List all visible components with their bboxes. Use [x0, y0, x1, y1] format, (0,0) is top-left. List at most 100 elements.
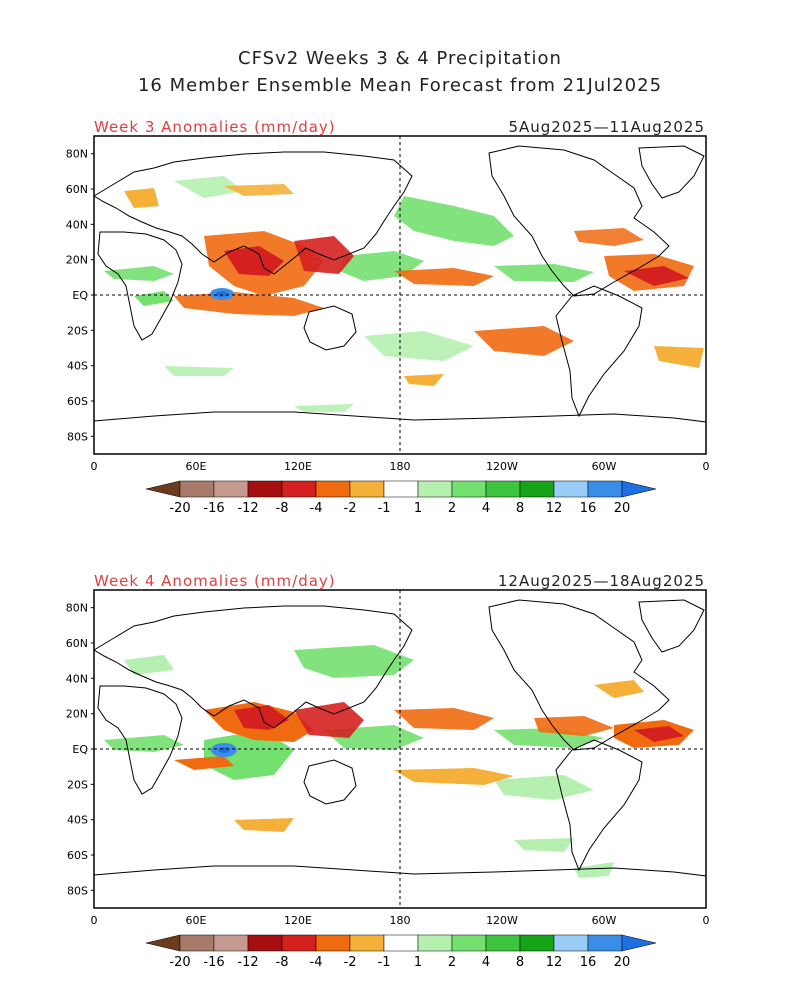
- colorbar-swatch: [179, 480, 215, 498]
- lat-tick-label: 80N: [66, 602, 88, 615]
- lat-tick-label: 80S: [67, 884, 88, 897]
- colorbar-swatch: [451, 480, 487, 498]
- colorbar-label: 20: [614, 501, 631, 516]
- lon-tick-label: 120E: [284, 460, 312, 473]
- colorbar-left-arrow: [145, 480, 181, 498]
- colorbar-label: -4: [310, 955, 323, 970]
- lon-tick-label: 120W: [486, 914, 518, 927]
- colorbar-swatch: [179, 934, 215, 952]
- lon-tick-label: 0: [703, 460, 710, 473]
- lat-tick-label: EQ: [72, 743, 88, 756]
- colorbar-2: -20 -16 -12 -8 -4 -2 -1 1 2 4 8 12 16 20: [145, 934, 657, 970]
- panel1-dates: 5Aug2025—11Aug2025: [508, 118, 705, 136]
- lat-tick-label: 40N: [66, 218, 88, 231]
- colorbar-label: -8: [276, 955, 289, 970]
- axes-panel-2: 80N 60N 40N 20N EQ 20S 40S 60S 80S 0 60E 120E 180 120…: [66, 602, 710, 927]
- lat-tick-label: 60N: [66, 637, 88, 650]
- colorbar-label: 1: [414, 501, 422, 516]
- colorbar-swatch: [519, 934, 555, 952]
- colorbar-swatch: [485, 934, 521, 952]
- colorbar-left-arrow: [145, 934, 181, 952]
- lon-tick-label: 60E: [186, 460, 207, 473]
- colorbar-label: 12: [546, 501, 563, 516]
- lat-tick-label: 40S: [67, 360, 88, 373]
- colorbar-label: 20: [614, 955, 631, 970]
- colorbar-label: 4: [482, 955, 490, 970]
- lon-tick-label: 0: [703, 914, 710, 927]
- lat-tick-label: 40N: [66, 672, 88, 685]
- lon-tick-label: 60W: [592, 460, 617, 473]
- colorbar-swatch: [281, 934, 317, 952]
- colorbar-label: 8: [516, 955, 524, 970]
- lon-tick-label: 60W: [592, 914, 617, 927]
- colorbar-label: -1: [378, 955, 391, 970]
- colorbar-label: 2: [448, 501, 456, 516]
- colorbar-swatch: [247, 480, 283, 498]
- colorbar-swatch: [451, 934, 487, 952]
- lon-tick-label: 0: [91, 460, 98, 473]
- colorbar-label: 2: [448, 955, 456, 970]
- colorbar-label: 16: [580, 955, 597, 970]
- colorbar-swatch: [417, 480, 453, 498]
- colorbar-swatch: [315, 480, 351, 498]
- map-panel-week3: [93, 135, 707, 455]
- colorbar-label: -20: [169, 501, 190, 516]
- colorbar-label: -20: [169, 955, 190, 970]
- colorbar-swatch: [349, 480, 385, 498]
- lon-tick-label: 120E: [284, 914, 312, 927]
- lat-tick-label: 20S: [67, 778, 88, 791]
- colorbar-label: 16: [580, 501, 597, 516]
- colorbar-right-arrow: [621, 480, 657, 498]
- colorbar-label: -16: [203, 955, 224, 970]
- lat-tick-label: EQ: [72, 289, 88, 302]
- colorbar-label: -4: [310, 501, 323, 516]
- colorbar-swatch: [553, 480, 589, 498]
- lat-tick-label: 40S: [67, 814, 88, 827]
- lon-tick-label: 180: [390, 914, 411, 927]
- colorbar-label: 12: [546, 955, 563, 970]
- chart-title-line1: CFSv2 Weeks 3 & 4 Precipitation: [238, 48, 562, 69]
- lat-tick-label: 80S: [67, 430, 88, 443]
- colorbar-swatch: [553, 934, 589, 952]
- colorbar-swatch: [485, 480, 521, 498]
- colorbar-swatch: [349, 934, 385, 952]
- colorbar-swatch: [587, 934, 623, 952]
- colorbar-swatch: [247, 934, 283, 952]
- map-panel-week4: [93, 589, 707, 909]
- colorbar-label: -16: [203, 501, 224, 516]
- lon-tick-label: 60E: [186, 914, 207, 927]
- colorbar-swatch: [315, 934, 351, 952]
- anomaly-shading: [104, 176, 704, 412]
- colorbar-label: -12: [237, 955, 258, 970]
- colorbar-label: -2: [344, 955, 357, 970]
- anomaly-shading: [104, 645, 694, 878]
- colorbar-swatch: [383, 480, 419, 498]
- lon-tick-label: 0: [91, 914, 98, 927]
- lat-tick-label: 80N: [66, 148, 88, 161]
- lat-tick-label: 20S: [67, 324, 88, 337]
- panel1-title: Week 3 Anomalies (mm/day): [94, 118, 336, 136]
- colorbar-label: -12: [237, 501, 258, 516]
- lon-tick-label: 180: [390, 460, 411, 473]
- chart-title-line2: 16 Member Ensemble Mean Forecast from 21…: [137, 75, 663, 96]
- colorbar-label: 4: [482, 501, 490, 516]
- lon-tick-label: 120W: [486, 460, 518, 473]
- colorbar-swatch: [587, 480, 623, 498]
- colorbar-label: 8: [516, 501, 524, 516]
- lat-tick-label: 60N: [66, 183, 88, 196]
- colorbar-swatch: [383, 934, 419, 952]
- colorbar-1: -20 -16 -12 -8 -4 -2 -1 1 2 4 8 12 16 20: [145, 480, 657, 516]
- panel2-dates: 12Aug2025—18Aug2025: [497, 572, 705, 590]
- colorbar-swatch: [519, 480, 555, 498]
- panel2-title: Week 4 Anomalies (mm/day): [94, 572, 336, 590]
- lat-tick-label: 60S: [67, 395, 88, 408]
- colorbar-label: -8: [276, 501, 289, 516]
- colorbar-right-arrow: [621, 934, 657, 952]
- colorbar-swatch: [213, 934, 249, 952]
- colorbar-label: -2: [344, 501, 357, 516]
- colorbar-swatch: [281, 480, 317, 498]
- lat-tick-label: 20N: [66, 254, 88, 267]
- colorbar-label: -1: [378, 501, 391, 516]
- colorbar-swatch: [417, 934, 453, 952]
